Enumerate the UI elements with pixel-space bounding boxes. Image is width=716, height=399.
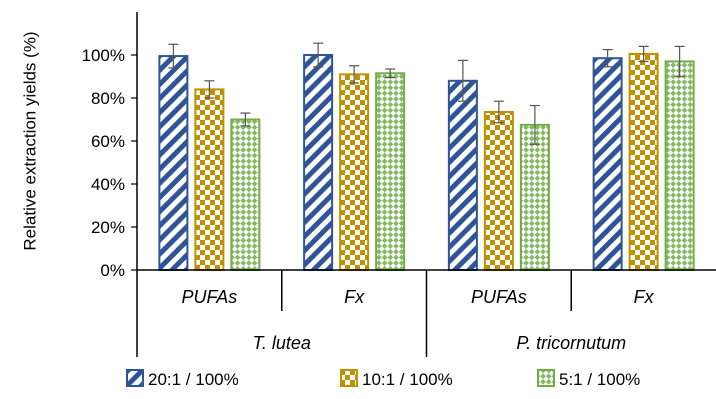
bar xyxy=(628,52,659,271)
bar xyxy=(592,57,623,271)
bar xyxy=(483,110,514,271)
x-category-label: Fx xyxy=(634,287,655,307)
y-tick-label: 60% xyxy=(91,132,125,151)
group-label: T. lutea xyxy=(253,333,311,353)
legend-swatch xyxy=(126,369,144,387)
legend-label: 5:1 / 100% xyxy=(559,370,640,389)
y-tick-label: 80% xyxy=(91,89,125,108)
group-label: P. tricornutum xyxy=(516,333,626,353)
y-axis-title-group: Relative extraction yields (%) xyxy=(20,31,39,250)
legend-swatch xyxy=(340,369,358,387)
bar xyxy=(519,123,550,271)
y-tick-label: 40% xyxy=(91,175,125,194)
bar xyxy=(303,54,334,271)
plot-area xyxy=(158,42,695,272)
legend: 20:1 / 100% 10:1 / 100% 5:1 / 100% xyxy=(126,369,640,389)
bar xyxy=(158,55,189,272)
bar xyxy=(194,88,225,272)
x-category-label: Fx xyxy=(344,287,365,307)
bar xyxy=(664,60,695,272)
bar xyxy=(339,73,370,271)
bar xyxy=(447,79,478,271)
legend-label: 20:1 / 100% xyxy=(148,370,239,389)
y-tick-label: 100% xyxy=(82,46,125,65)
x-category-label: PUFAs xyxy=(471,287,527,307)
x-category-label: PUFAs xyxy=(182,287,238,307)
y-axis-title: Relative extraction yields (%) xyxy=(20,31,39,250)
y-tick-label: 20% xyxy=(91,218,125,237)
bar xyxy=(230,118,261,271)
category-labels: PUFAs Fx PUFAs Fx T. lutea P. tricornutum xyxy=(182,287,655,353)
y-tick-label: 0% xyxy=(100,261,125,280)
bar xyxy=(375,72,406,272)
legend-swatch xyxy=(537,369,555,387)
axes: 0% 20% 40% 60% 80% 100% xyxy=(82,12,716,357)
legend-label: 10:1 / 100% xyxy=(362,370,453,389)
